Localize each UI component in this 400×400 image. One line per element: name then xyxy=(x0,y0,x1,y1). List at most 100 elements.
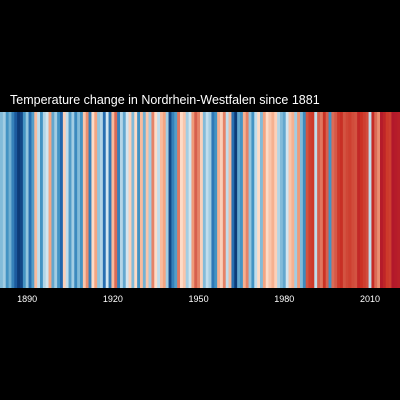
stripe-1934 xyxy=(151,112,155,288)
stripe-1981 xyxy=(285,112,289,288)
stripe-1966 xyxy=(242,112,247,288)
stripe-2007 xyxy=(360,112,364,288)
stripe-1933 xyxy=(148,112,152,288)
stripe-1894 xyxy=(37,112,41,288)
stripe-2012 xyxy=(374,112,378,288)
stripe-1970 xyxy=(254,112,258,288)
stripe-1908 xyxy=(77,112,81,288)
stripe-1982 xyxy=(288,112,292,288)
stripe-1959 xyxy=(222,112,227,288)
stripe-1986 xyxy=(300,112,304,288)
stripe-1994 xyxy=(322,112,327,288)
stripe-1886 xyxy=(14,112,18,288)
stripe-1897 xyxy=(45,112,49,288)
stripe-1924 xyxy=(122,112,127,288)
stripe-1964 xyxy=(237,112,241,288)
stripe-1905 xyxy=(68,112,72,288)
stripe-2009 xyxy=(365,112,369,288)
stripe-1949 xyxy=(194,112,198,288)
stripe-2011 xyxy=(371,112,375,288)
stripe-2000 xyxy=(340,112,344,288)
stripe-1940 xyxy=(168,112,172,288)
x-tick-label-1950: 1950 xyxy=(189,294,209,304)
stripe-1921 xyxy=(114,112,118,288)
stripes-group xyxy=(0,112,400,288)
stripe-2017 xyxy=(388,112,392,288)
stripe-1903 xyxy=(62,112,67,288)
stripe-1899 xyxy=(51,112,55,288)
stripe-1917 xyxy=(102,112,107,288)
stripe-1885 xyxy=(11,112,15,288)
stripe-1913 xyxy=(91,112,95,288)
stripe-2019 xyxy=(394,112,398,288)
stripe-1969 xyxy=(251,112,255,288)
stripe-1946 xyxy=(185,112,189,288)
stripe-2004 xyxy=(351,112,355,288)
stripe-1955 xyxy=(211,112,215,288)
stripe-2005 xyxy=(354,112,358,288)
stripe-1884 xyxy=(8,112,12,288)
stripe-2013 xyxy=(377,112,381,288)
stripe-1944 xyxy=(180,112,184,288)
stripe-1910 xyxy=(82,112,87,288)
stripe-1904 xyxy=(65,112,69,288)
stripe-1975 xyxy=(268,112,272,288)
stripe-2002 xyxy=(345,112,349,288)
chart-title: Temperature change in Nordrhein-Westfale… xyxy=(10,93,320,107)
stripe-1923 xyxy=(120,112,124,288)
stripe-1968 xyxy=(248,112,252,288)
stripe-1893 xyxy=(34,112,38,288)
stripe-1909 xyxy=(80,112,84,288)
stripe-1882 xyxy=(2,112,7,288)
stripe-1963 xyxy=(234,112,238,288)
stripe-1941 xyxy=(171,112,175,288)
stripe-1937 xyxy=(160,112,164,288)
stripe-1995 xyxy=(325,112,329,288)
stripe-1971 xyxy=(257,112,261,288)
x-tick-label-2010: 2010 xyxy=(360,294,380,304)
stripe-1947 xyxy=(188,112,192,288)
stripe-1993 xyxy=(320,112,324,288)
stripe-1961 xyxy=(228,112,232,288)
stripe-1925 xyxy=(125,112,129,288)
stripe-1942 xyxy=(174,112,178,288)
stripe-1990 xyxy=(311,112,315,288)
stripe-1979 xyxy=(280,112,284,288)
stripe-1973 xyxy=(262,112,267,288)
stripe-1987 xyxy=(302,112,307,288)
stripe-1998 xyxy=(334,112,338,288)
stripe-1967 xyxy=(245,112,249,288)
stripe-1896 xyxy=(42,112,47,288)
stripe-1960 xyxy=(225,112,229,288)
stripe-1919 xyxy=(108,112,112,288)
stripe-1984 xyxy=(294,112,298,288)
stripe-1936 xyxy=(157,112,161,288)
stripe-1978 xyxy=(277,112,281,288)
stripe-1914 xyxy=(94,112,98,288)
stripe-1927 xyxy=(131,112,135,288)
stripe-1943 xyxy=(177,112,181,288)
stripe-1950 xyxy=(197,112,201,288)
stripe-1930 xyxy=(140,112,144,288)
stripe-1929 xyxy=(137,112,141,288)
stripe-1895 xyxy=(40,112,44,288)
stripe-1938 xyxy=(162,112,167,288)
stripe-1907 xyxy=(74,112,78,288)
stripe-2015 xyxy=(382,112,387,288)
stripe-1901 xyxy=(57,112,61,288)
stripe-1976 xyxy=(271,112,275,288)
stripe-1891 xyxy=(28,112,32,288)
stripe-1948 xyxy=(191,112,195,288)
stripe-1972 xyxy=(260,112,264,288)
stripe-2014 xyxy=(380,112,384,288)
stripe-2003 xyxy=(348,112,352,288)
stripe-1939 xyxy=(165,112,169,288)
stripe-1883 xyxy=(5,112,9,288)
stripe-1912 xyxy=(88,112,92,288)
stripe-1952 xyxy=(202,112,207,288)
stripe-1999 xyxy=(337,112,341,288)
stripe-1953 xyxy=(205,112,209,288)
stripe-2020 xyxy=(397,112,400,288)
stripe-1916 xyxy=(100,112,104,288)
